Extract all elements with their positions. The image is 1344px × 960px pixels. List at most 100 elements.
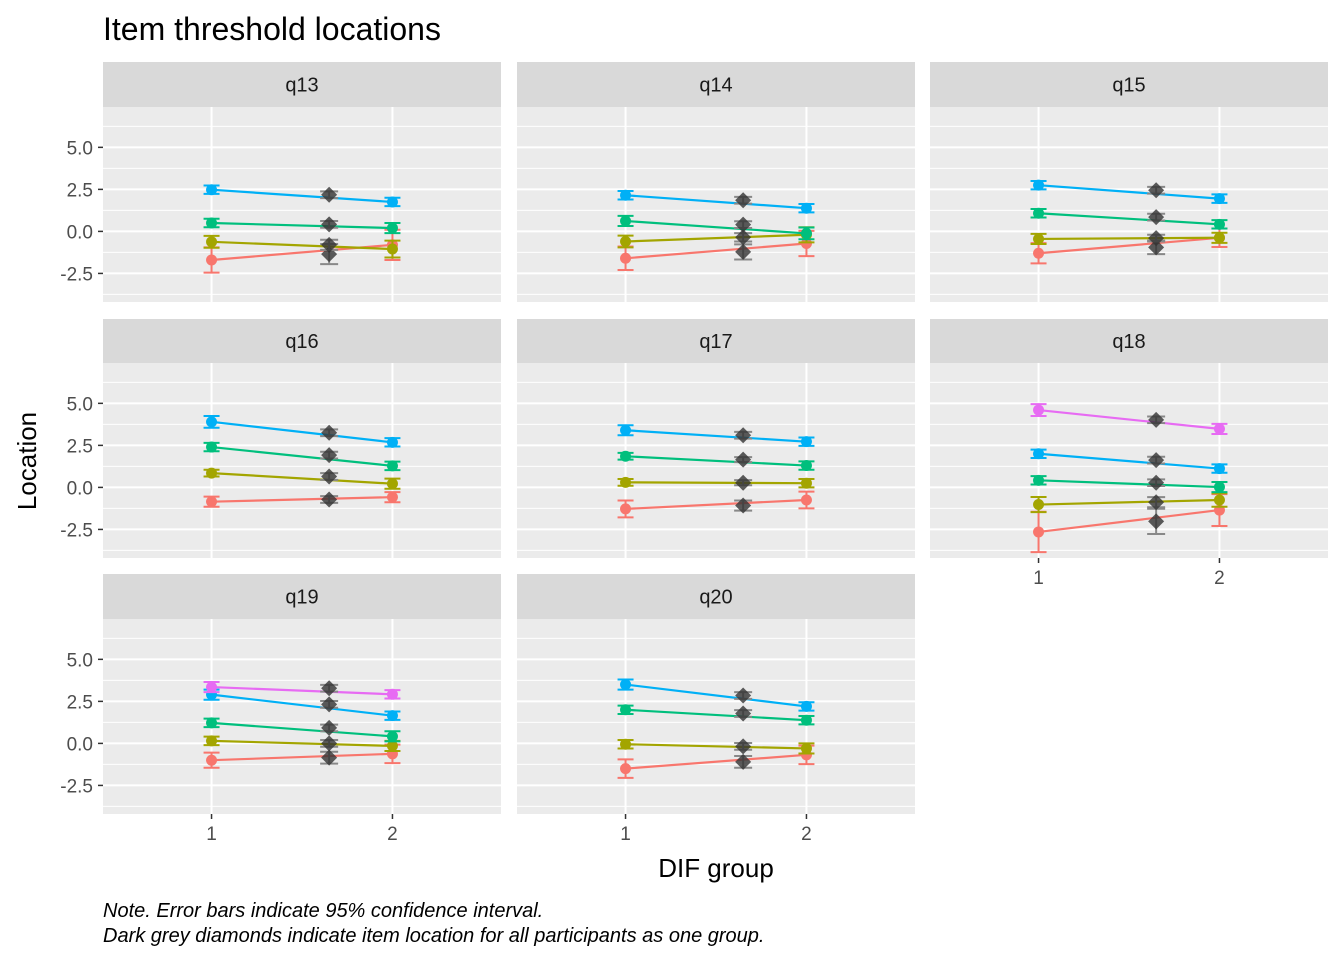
strip-label: q14	[699, 75, 732, 97]
pooled-diamond	[735, 243, 752, 260]
strip-label: q15	[1112, 75, 1145, 97]
threshold-4-group-1-point	[620, 679, 632, 691]
threshold-4-line	[625, 194, 807, 210]
panel-q16: q16 5.0 2.5 0.0 -2.5	[60, 319, 501, 558]
threshold-4-line	[211, 420, 393, 444]
pooled-diamond	[1148, 474, 1165, 491]
pooled-diamond	[735, 229, 752, 246]
threshold-4-group-2-point	[386, 436, 398, 448]
pooled-diamond	[735, 427, 752, 444]
strip-background	[517, 62, 915, 107]
threshold-3-line	[625, 455, 807, 467]
panel-data	[203, 184, 401, 274]
threshold-4-group-2-point	[800, 700, 812, 712]
threshold-3-group-1-point	[206, 441, 218, 453]
threshold-2-line	[625, 743, 807, 750]
panel-background	[930, 107, 1328, 302]
y-tick-label: -2.5	[60, 264, 93, 285]
panel-data	[617, 678, 815, 779]
panel-q14: q14	[517, 62, 915, 302]
threshold-1-group-1-point	[1033, 526, 1045, 538]
pooled-diamond	[735, 497, 752, 514]
threshold-2-group-2-point	[800, 742, 812, 754]
threshold-2-group-2-point	[386, 740, 398, 752]
threshold-1-line	[625, 498, 807, 511]
threshold-3-line	[625, 219, 807, 235]
threshold-2-line	[625, 233, 807, 243]
threshold-1-group-1-point	[206, 496, 218, 508]
threshold-3-line	[211, 445, 393, 467]
x-tick-label: 1	[206, 824, 217, 845]
threshold-4-line	[625, 429, 807, 443]
strip-label: q19	[285, 587, 318, 609]
y-axis-title: Location	[12, 412, 42, 510]
threshold-4-group-1-point	[206, 416, 218, 428]
strip-background	[103, 62, 501, 107]
threshold-5-group-1-point	[1033, 404, 1045, 416]
threshold-4-group-2-point	[800, 436, 812, 448]
panel-background	[103, 107, 501, 302]
threshold-2-group-1-point	[620, 235, 632, 247]
chart-title: Item threshold locations	[103, 11, 441, 47]
pooled-diamond	[1148, 513, 1165, 530]
pooled-diamond	[321, 236, 338, 253]
threshold-3-group-1-point	[1033, 474, 1045, 486]
pooled-diamond	[321, 696, 338, 713]
pooled-diamond	[321, 491, 338, 508]
pooled-diamond	[321, 749, 338, 766]
threshold-3-line	[1038, 479, 1220, 489]
threshold-2-line	[1038, 236, 1220, 241]
threshold-4-group-2-point	[386, 196, 398, 208]
threshold-2-line	[211, 240, 393, 251]
pooled-diamond	[321, 719, 338, 736]
caption-line-1: Note. Error bars indicate 95% confidence…	[103, 900, 543, 922]
pooled-diamond	[1148, 494, 1165, 511]
strip-background	[103, 319, 501, 363]
threshold-2-group-1-point	[1033, 233, 1045, 245]
threshold-1-line	[625, 753, 807, 770]
pooled-diamond	[735, 451, 752, 468]
strip-background	[517, 574, 915, 619]
pooled-diamond	[321, 186, 338, 203]
threshold-3-group-2-point	[800, 714, 812, 726]
pooled-diamond	[735, 738, 752, 755]
pooled-diamond	[735, 192, 752, 209]
pooled-diamond	[321, 424, 338, 441]
threshold-3-group-1-point	[620, 450, 632, 462]
pooled-diamond	[1148, 230, 1165, 247]
threshold-1-group-1-point	[620, 252, 632, 264]
strip-label: q13	[285, 75, 318, 97]
pooled-diamond	[321, 735, 338, 752]
strip-label: q20	[699, 587, 732, 609]
y-tick-label: 5.0	[67, 394, 93, 415]
panel-data	[203, 680, 401, 769]
pooled-diamond	[1148, 452, 1165, 469]
threshold-3-group-1-point	[620, 704, 632, 716]
threshold-1-group-2-point	[386, 491, 398, 503]
threshold-3-line	[211, 221, 393, 230]
pooled-diamond	[321, 216, 338, 233]
threshold-1-line	[1038, 236, 1220, 255]
panel-data	[617, 424, 815, 519]
threshold-2-group-1-point	[206, 735, 218, 747]
pooled-diamond	[1148, 239, 1165, 256]
threshold-3-group-1-point	[206, 217, 218, 229]
threshold-3-group-1-point	[1033, 207, 1045, 219]
threshold-2-group-2-point	[386, 478, 398, 490]
panel-background	[517, 107, 915, 302]
y-tick-label: 2.5	[67, 436, 93, 457]
threshold-2-group-1-point	[206, 467, 218, 479]
threshold-5-group-2-point	[1213, 423, 1225, 435]
pooled-diamond	[735, 687, 752, 704]
threshold-3-group-2-point	[800, 227, 812, 239]
threshold-3-line	[1038, 212, 1220, 226]
strip-background	[517, 319, 915, 363]
threshold-2-group-2-point	[386, 243, 398, 255]
threshold-1-group-2-point	[800, 238, 812, 249]
threshold-3-line	[625, 708, 807, 722]
threshold-1-group-1-point	[206, 754, 218, 766]
y-tick-label: -2.5	[60, 520, 93, 541]
x-tick-label: 1	[1033, 568, 1044, 589]
